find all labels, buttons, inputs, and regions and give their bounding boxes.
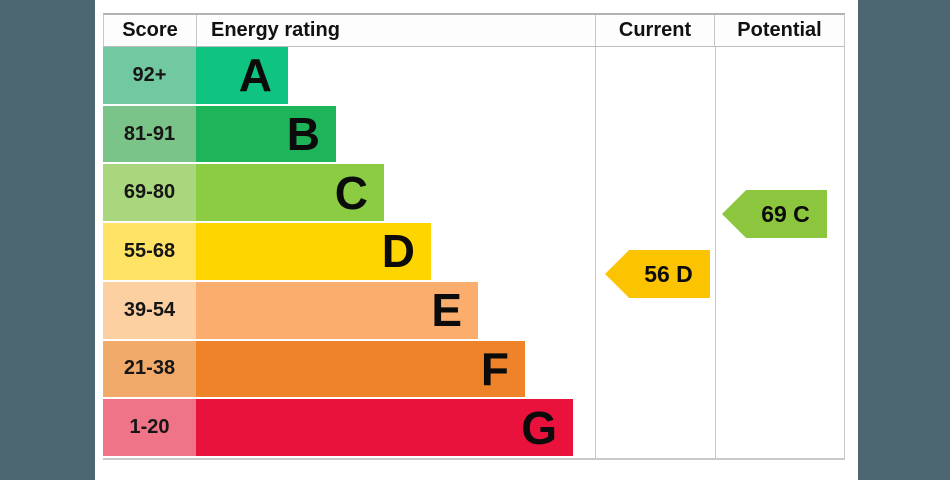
- epc-chart-panel: Score Energy rating Current Potential 92…: [95, 0, 858, 480]
- rating-bands-area: 92+ A 81-91 B 69-80 C 55-68 D 39-54 E 21…: [103, 47, 845, 458]
- score-range-label: 92+: [103, 47, 196, 104]
- table-header-row: Score Energy rating Current Potential: [103, 13, 845, 47]
- band-bar-b: B: [196, 105, 336, 163]
- score-range-label: 69-80: [103, 164, 196, 222]
- band-letter: G: [521, 401, 557, 454]
- band-bar-d: D: [196, 223, 431, 280]
- band-row-c: 69-80 C: [103, 164, 845, 224]
- score-range-label: 21-38: [103, 340, 196, 398]
- band-letter: D: [381, 225, 415, 278]
- table-right-border: [844, 47, 845, 458]
- band-row-g: 1-20 G: [103, 399, 845, 458]
- band-letter: F: [480, 342, 509, 395]
- band-row-b: 81-91 B: [103, 105, 845, 165]
- potential-rating-label: 69 C: [761, 200, 810, 227]
- band-bar-f: F: [196, 340, 525, 398]
- potential-column-header: Potential: [737, 19, 822, 41]
- score-range-label: 55-68: [103, 223, 196, 280]
- band-letter: E: [431, 284, 462, 337]
- energy-rating-column-header: Energy rating: [197, 15, 596, 46]
- band-row-d: 55-68 D: [103, 223, 845, 282]
- band-row-a: 92+ A: [103, 47, 845, 106]
- band-letter: A: [238, 49, 272, 102]
- score-range-label: 1-20: [103, 399, 196, 456]
- band-bar-c: C: [196, 164, 384, 222]
- current-rating-arrow: 56 D: [605, 250, 710, 298]
- band-row-e: 39-54 E: [103, 281, 845, 341]
- band-bar-a: A: [196, 47, 288, 104]
- column-divider-current-potential: [715, 47, 716, 458]
- current-column-header: Current: [596, 15, 715, 46]
- epc-rating-table: Score Energy rating Current Potential 92…: [103, 13, 845, 460]
- band-bar-e: E: [196, 281, 478, 339]
- score-column-header: Score: [104, 15, 197, 46]
- band-letter: C: [334, 166, 368, 219]
- score-range-label: 81-91: [103, 105, 196, 163]
- current-rating-label: 56 D: [644, 260, 693, 287]
- potential-rating-arrow: 69 C: [722, 190, 827, 238]
- band-row-f: 21-38 F: [103, 340, 845, 400]
- band-bar-g: G: [196, 399, 573, 456]
- score-range-label: 39-54: [103, 281, 196, 339]
- column-divider-rating-current: [595, 47, 596, 458]
- band-letter: B: [286, 108, 320, 161]
